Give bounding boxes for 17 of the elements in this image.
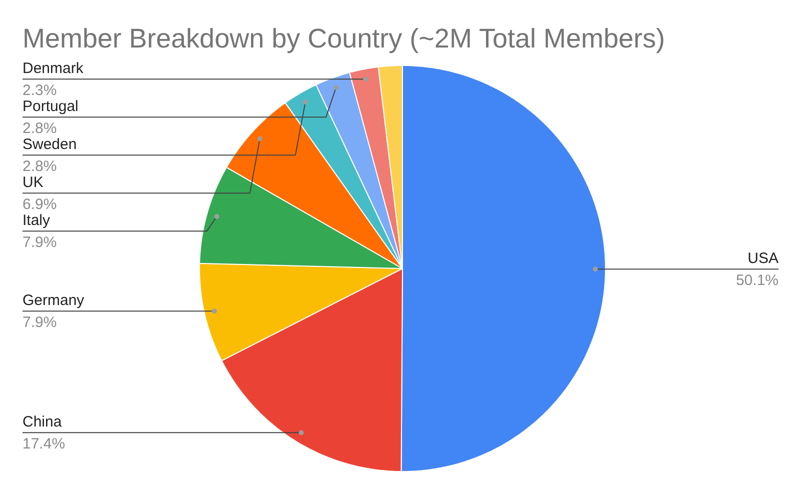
slice-label: UK — [22, 174, 44, 192]
slice-label: Germany — [22, 292, 85, 310]
chart-title: Member Breakdown by Country (~2M Total Members) — [22, 24, 665, 54]
data-label: 7.9% — [22, 234, 57, 252]
data-label: 17.4% — [22, 436, 66, 453]
data-label: 2.8% — [22, 120, 57, 138]
slice-label: China — [22, 414, 62, 431]
slice-label: Denmark — [22, 60, 84, 78]
data-label: 6.9% — [22, 196, 57, 214]
data-label: 2.3% — [22, 82, 57, 100]
data-label: 2.8% — [22, 158, 57, 176]
data-label: 7.9% — [22, 314, 57, 332]
slice-label: Portugal — [22, 98, 78, 116]
data-label: 50.1% — [736, 272, 779, 290]
slice-label: Sweden — [22, 136, 77, 154]
slice-label: USA — [748, 250, 778, 268]
slice-label: Italy — [22, 212, 51, 230]
